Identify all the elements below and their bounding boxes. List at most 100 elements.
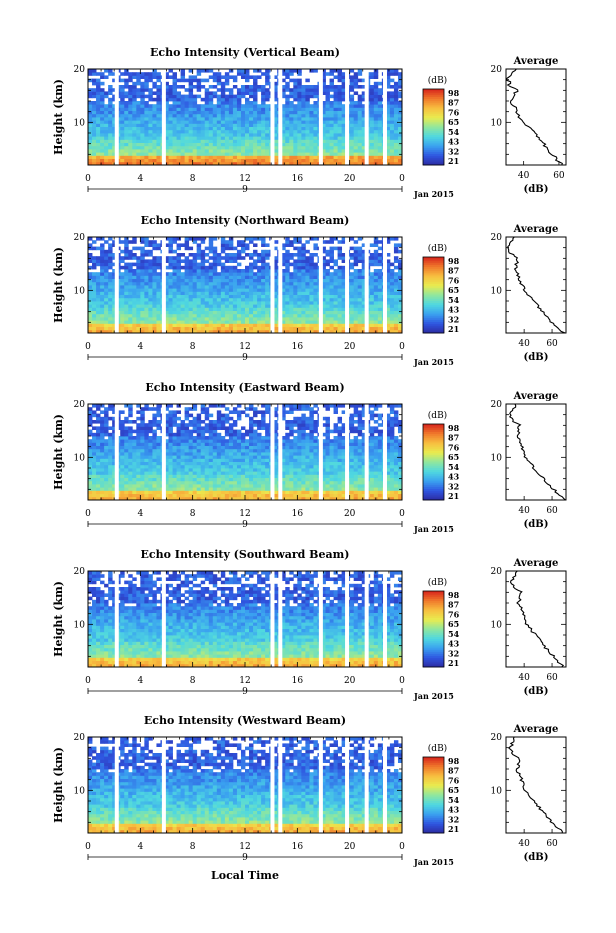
heatmap-cell <box>378 291 382 295</box>
heatmap-cell <box>330 490 334 494</box>
heatmap-cell <box>390 143 394 147</box>
heatmap-cell <box>245 107 249 111</box>
heatmap-cell <box>177 272 181 276</box>
heatmap-cell <box>120 117 124 121</box>
heatmap-cell <box>297 114 301 118</box>
heatmap-cell <box>257 269 261 273</box>
heatmap-cell <box>136 79 140 83</box>
heatmap-cell <box>253 127 257 131</box>
heatmap-cell <box>334 311 338 315</box>
heatmap-cell <box>305 317 309 321</box>
heatmap-cell <box>225 272 229 276</box>
heatmap-cell <box>237 149 241 153</box>
heatmap-cell <box>124 487 128 491</box>
heatmap-cell <box>253 320 257 324</box>
heatmap-cell <box>257 123 261 127</box>
heatmap-cell <box>253 282 257 286</box>
heatmap-cell <box>197 314 201 318</box>
heatmap-cell <box>374 240 378 244</box>
heatmap-cell <box>197 478 201 482</box>
heatmap-cell <box>241 136 245 140</box>
heatmap-cell <box>309 152 313 156</box>
heatmap-cell <box>370 130 374 134</box>
heatmap-cell <box>185 487 189 491</box>
heatmap-cell <box>152 304 156 308</box>
heatmap-cell <box>297 317 301 321</box>
heatmap-cell <box>169 314 173 318</box>
heatmap-cell <box>289 117 293 121</box>
heatmap-cell <box>173 311 177 315</box>
heatmap-cell <box>358 101 362 105</box>
heatmap-cell <box>225 266 229 270</box>
heatmap-cell <box>144 123 148 127</box>
heatmap-cell <box>350 130 354 134</box>
heatmap-cell <box>181 272 185 276</box>
heatmap-cell <box>249 478 253 482</box>
heatmap-cell <box>233 133 237 137</box>
heatmap-cell <box>213 481 217 485</box>
heatmap-cell <box>253 69 257 73</box>
heatmap-cell <box>394 123 398 127</box>
heatmap-cell <box>390 295 394 299</box>
heatmap-cell <box>152 133 156 137</box>
heatmap-cell <box>124 490 128 494</box>
heatmap-cell <box>100 91 104 95</box>
heatmap-cell <box>394 130 398 134</box>
heatmap-cell <box>193 139 197 143</box>
heatmap-cell <box>120 155 124 159</box>
heatmap-cell <box>261 146 265 150</box>
heatmap-cell <box>313 291 317 295</box>
heatmap-cell <box>136 88 140 92</box>
heatmap-cell <box>156 95 160 99</box>
heatmap-cell <box>249 240 253 244</box>
heatmap-cell <box>144 155 148 159</box>
heatmap-cell <box>189 263 193 267</box>
heatmap-cell <box>88 237 92 241</box>
heatmap-cell <box>241 301 245 305</box>
heatmap-cell <box>233 269 237 273</box>
heatmap-cell <box>209 240 213 244</box>
heatmap-cell <box>378 120 382 124</box>
heatmap-cell <box>181 139 185 143</box>
heatmap-cell <box>120 291 124 295</box>
heatmap-cell <box>394 256 398 260</box>
heatmap-cell <box>390 146 394 150</box>
heatmap-cell <box>148 149 152 153</box>
heatmap-cell <box>177 152 181 156</box>
heatmap-cell <box>293 136 297 140</box>
heatmap-cell <box>96 247 100 251</box>
heatmap-cell <box>261 149 265 153</box>
heatmap-cell <box>225 136 229 140</box>
heatmap-cell <box>241 146 245 150</box>
heatmap-cell <box>156 279 160 283</box>
heatmap-cell <box>293 282 297 286</box>
heatmap-cell <box>136 136 140 140</box>
heatmap-cell <box>390 285 394 289</box>
heatmap-cell <box>374 114 378 118</box>
heatmap-cell <box>285 494 289 498</box>
heatmap-cell <box>265 494 269 498</box>
heatmap-cell <box>313 298 317 302</box>
heatmap-cell <box>177 259 181 263</box>
heatmap-cell <box>156 478 160 482</box>
heatmap-cell <box>305 91 309 95</box>
heatmap-cell <box>249 279 253 283</box>
heatmap-cell <box>265 250 269 254</box>
heatmap-cell <box>354 159 358 163</box>
x-tick-label: 4 <box>137 174 143 184</box>
heatmap-cell <box>185 120 189 124</box>
heatmap-cell <box>330 72 334 76</box>
heatmap-cell <box>169 272 173 276</box>
heatmap-cell <box>217 98 221 102</box>
heatmap-cell <box>309 304 313 308</box>
heatmap-cell <box>136 104 140 108</box>
heatmap-cell <box>148 487 152 491</box>
heatmap-cell <box>213 95 217 99</box>
heatmap-cell <box>189 133 193 137</box>
heatmap-cell <box>370 127 374 131</box>
heatmap-cell <box>265 123 269 127</box>
heatmap-cell <box>140 269 144 273</box>
heatmap-cell <box>189 247 193 251</box>
heatmap-cell <box>293 490 297 494</box>
heatmap-cell <box>289 152 293 156</box>
